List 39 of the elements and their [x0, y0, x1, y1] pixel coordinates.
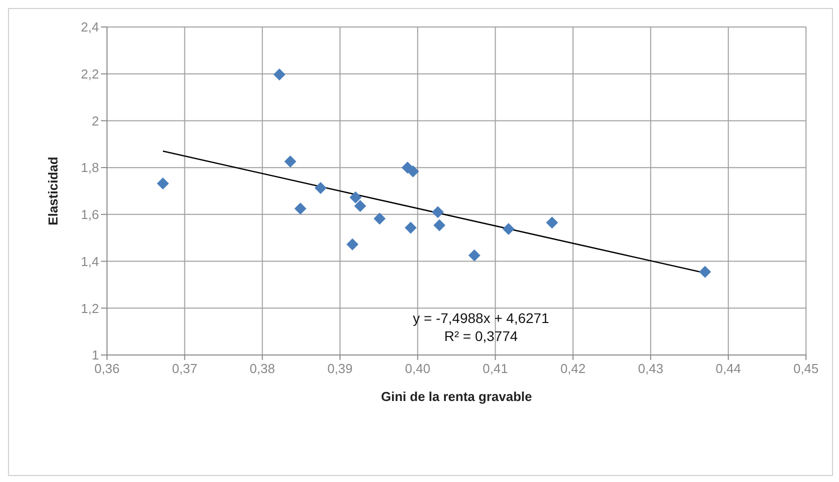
y-tick-label: 1,6 [80, 207, 99, 222]
point [433, 219, 446, 232]
y-tick-label: 2 [92, 113, 99, 128]
x-tick-label: 0,45 [793, 361, 819, 376]
annotation: y = -7,4988x + 4,6271 [412, 309, 550, 327]
point [314, 182, 327, 194]
x-tick-label: 0,43 [638, 361, 664, 376]
x-tick-label: 0,36 [94, 361, 120, 376]
x-axis-title: Gini de la renta gravable [381, 389, 532, 404]
x-tick-label: 0,37 [172, 361, 198, 376]
point [350, 191, 362, 204]
point [374, 212, 386, 225]
point [407, 165, 420, 178]
y-tick-label: 2,2 [80, 66, 99, 82]
annotation: R² = 0,3774 [443, 327, 519, 345]
point [546, 216, 558, 229]
point [346, 238, 358, 250]
x-tick-label: 0,44 [716, 361, 741, 376]
point [273, 68, 286, 81]
point [502, 222, 515, 235]
x-tick-label: 0,38 [250, 361, 275, 376]
y-tick-label: 1,2 [80, 300, 99, 316]
point [432, 206, 444, 218]
point [354, 200, 366, 212]
y-axis-title: Elasticidad [46, 156, 61, 226]
point [156, 178, 169, 190]
y-tick-label: 2,4 [80, 20, 99, 35]
point [468, 249, 480, 262]
x-tick-label: 0,39 [327, 361, 353, 376]
x-tick-label: 0,40 [405, 361, 430, 376]
x-tick-label: 0,42 [560, 361, 586, 376]
x-tick-label: 0,41 [482, 361, 508, 376]
y-tick-label: 1 [92, 348, 99, 363]
y-tick-label: 1,4 [80, 254, 99, 269]
point [699, 266, 712, 278]
point [284, 155, 296, 168]
point [404, 222, 417, 234]
y-tick-label: 1,8 [80, 160, 99, 176]
point [294, 202, 306, 215]
